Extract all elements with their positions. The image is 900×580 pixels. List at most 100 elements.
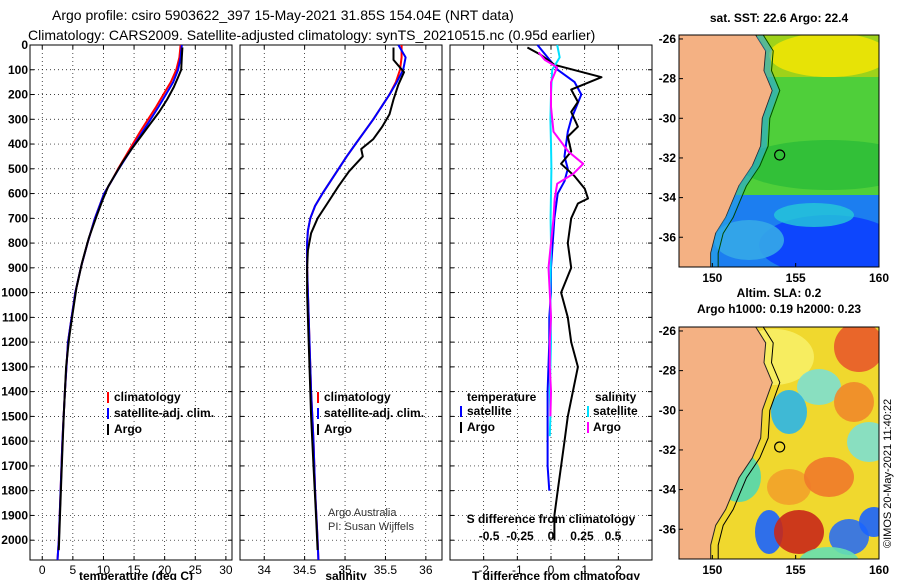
temperature-panel: 0100200300400500600700800900100011001200… <box>1 38 233 580</box>
depth-tick-label: 600 <box>8 187 28 201</box>
temperature-xtick-label: 10 <box>97 563 111 577</box>
sla-field-eddy <box>755 510 783 554</box>
salinity-legend-label: climatology <box>324 390 391 404</box>
plot-title-line2: Climatology: CARS2009. Satellite-adjuste… <box>28 27 596 43</box>
sal-legend-label: Argo <box>593 420 621 434</box>
temperature-xtick-label: 30 <box>219 563 233 577</box>
temperature-xtick-label: 5 <box>70 563 77 577</box>
depth-tick-label: 1300 <box>1 360 28 374</box>
difference-axis-label: T difference from climatology <box>472 569 640 580</box>
sla_map-frame <box>678 326 880 560</box>
sla_map-panel: 150 155 160 -26 -28 -30 -32 -34 -36 Altim. SLA: 0… <box>659 286 890 577</box>
depth-tick-label: 700 <box>8 211 28 225</box>
salinity-diff-axis-label: S difference from climatology <box>467 512 636 526</box>
sla-field-eddy <box>829 519 869 555</box>
salinity-legend-title: salinity <box>595 390 637 404</box>
temperature-xtick-label: 15 <box>127 563 141 577</box>
plot-title-line1: Argo profile: csiro 5903622_397 15-May-2… <box>52 7 514 23</box>
temperature-xtick-label: 20 <box>158 563 172 577</box>
sla-field-eddy <box>797 369 841 405</box>
temp-legend-label: Argo <box>467 420 495 434</box>
sla-field-eddy <box>834 327 879 372</box>
sla-field-eddy <box>847 422 879 462</box>
depth-tick-label: 1800 <box>1 484 28 498</box>
depth-tick-label: 2000 <box>1 533 28 547</box>
temp-legend-label: satellite <box>467 404 512 418</box>
sla_map-xtick-label: 150 <box>702 563 722 577</box>
sst_map-frame <box>678 34 880 268</box>
sst_map-ytick-label: -30 <box>659 111 677 125</box>
sla-field-eddy <box>799 547 859 559</box>
salinity-diff-tick-label: -0.25 <box>506 529 534 543</box>
depth-tick-label: 1500 <box>1 409 28 423</box>
sst-field-coolest <box>759 215 879 267</box>
depth-tick-label: 1200 <box>1 335 28 349</box>
salinity-xtick-label: 34 <box>258 563 272 577</box>
series-line-climatology <box>56 44 182 561</box>
difference-xtick-label: 0 <box>548 563 555 577</box>
coastline <box>710 327 773 559</box>
depth-tick-label: 500 <box>8 162 28 176</box>
sla_map-ytick-label: -32 <box>659 443 677 457</box>
sla_map-ytick-label: -36 <box>659 522 677 536</box>
coastal-fringe <box>711 35 779 267</box>
sst_map-xtick-label: 160 <box>869 271 889 285</box>
sla-field-eddy <box>774 510 824 554</box>
depth-tick-label: 1000 <box>1 286 28 300</box>
series-line-satellite-adj.-clim. <box>56 44 183 561</box>
sst_map-ytick-label: -32 <box>659 151 677 165</box>
temperature-legend-label: satellite-adj. clim. <box>114 406 214 420</box>
temperature-xtick-label: 25 <box>189 563 203 577</box>
depth-tick-label: 1100 <box>2 310 28 324</box>
sla-field-eddy <box>771 390 807 434</box>
salinity-diff-tick-label: 0.25 <box>570 529 594 543</box>
sst_map-xtick-label: 155 <box>786 271 806 285</box>
difference-xtick-label: 2 <box>615 563 622 577</box>
depth-tick-label: 1700 <box>1 459 28 473</box>
credit-annotation: PI: Susan Wijffels <box>328 521 414 533</box>
sla-field-eddy <box>834 382 874 422</box>
sst_map-float-marker <box>774 149 786 161</box>
sst_map-content <box>679 35 879 267</box>
salinity-diff-tick-label: 0 <box>548 529 555 543</box>
sla-field-eddy <box>804 457 854 497</box>
sst_map-title: sat. SST: 22.6 Argo: 22.4 <box>710 11 849 25</box>
series-line-temperature-satellite <box>536 44 583 491</box>
sst_map-ytick-label: -26 <box>659 32 677 46</box>
depth-tick-label: 1600 <box>1 434 28 448</box>
salinity-legend-label: satellite-adj. clim. <box>324 406 424 420</box>
temperature-xtick-label: 0 <box>39 563 46 577</box>
difference-xtick-label: -2 <box>478 563 489 577</box>
sst_map-panel: 150 155 160 -26 -28 -30 -32 -34 -36 sat. SST: 22.… <box>659 11 890 285</box>
depth-tick-label: 200 <box>8 88 28 102</box>
sla_map-ytick-label: -34 <box>659 483 677 497</box>
shelf-contour <box>717 35 781 267</box>
series-line-temperature-Argo <box>526 46 603 541</box>
sla_map-xtick-label: 155 <box>786 563 806 577</box>
sst_map-ytick-label: -36 <box>659 230 677 244</box>
temperature-legend-label: climatology <box>114 390 181 404</box>
sst_map-ytick-label: -34 <box>659 191 677 205</box>
salinity-panel: 34 34.5 35 35.5 36 salinity climatology satelli… <box>239 44 443 580</box>
sst-field-mid <box>739 140 879 190</box>
sla-field-eddy <box>767 469 811 505</box>
sla_map-float-marker <box>774 441 786 453</box>
sst_map-xtick-label: 150 <box>702 271 722 285</box>
credit-annotation: Argo Australia <box>328 507 397 519</box>
land-australia <box>679 35 773 267</box>
sla_map-ytick-label: -26 <box>659 324 677 338</box>
depth-tick-label: 100 <box>8 63 28 77</box>
series-line-climatology <box>306 45 403 561</box>
salinity-diff-tick-label: -0.5 <box>479 529 500 543</box>
salinity-legend-label: Argo <box>324 422 352 436</box>
sst-field-cool2 <box>714 220 784 260</box>
sla_map-subtitle: Argo h1000: 0.19 h2000: 0.23 <box>697 302 861 316</box>
sla_map-content <box>679 327 879 559</box>
depth-tick-label: 0 <box>21 38 28 52</box>
depth-tick-label: 900 <box>8 261 28 275</box>
series-line-Argo <box>306 47 405 551</box>
series-line-satellite-adj.-clim. <box>306 44 407 561</box>
series-line-salinity-Argo <box>537 51 585 417</box>
sla-field-eddy <box>859 507 879 537</box>
